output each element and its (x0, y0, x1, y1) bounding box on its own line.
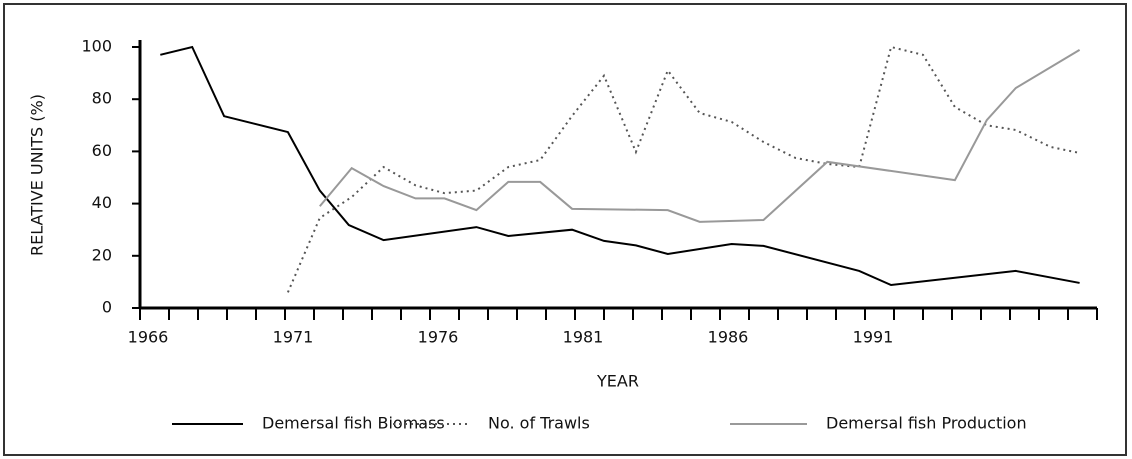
x-axis-label: YEAR (596, 372, 639, 391)
x-tick-label: 1991 (853, 328, 894, 347)
series-line (319, 49, 1081, 223)
x-tick-label: 1976 (418, 328, 459, 347)
x-tick-label: 1966 (128, 328, 169, 347)
y-axis-label: RELATIVE UNITS (%) (28, 94, 47, 256)
y-tick-label: 20 (92, 245, 112, 264)
y-tick-label: 40 (92, 193, 112, 212)
legend-label: Demersal fish Biomass (262, 414, 445, 433)
x-tick-label: 1971 (273, 328, 314, 347)
legend-label: No. of Trawls (488, 414, 590, 433)
legend-label: Demersal fish Production (826, 414, 1027, 433)
y-tick-label: 80 (92, 89, 112, 108)
x-tick-label: 1986 (708, 328, 749, 347)
x-tick-label: 1981 (563, 328, 604, 347)
series-line (160, 45, 1080, 287)
y-tick-label: 100 (81, 37, 112, 56)
y-tick-label: 0 (102, 298, 112, 317)
frame (3, 3, 1127, 456)
series-line (286, 45, 1080, 293)
y-tick-label: 60 (92, 141, 112, 160)
